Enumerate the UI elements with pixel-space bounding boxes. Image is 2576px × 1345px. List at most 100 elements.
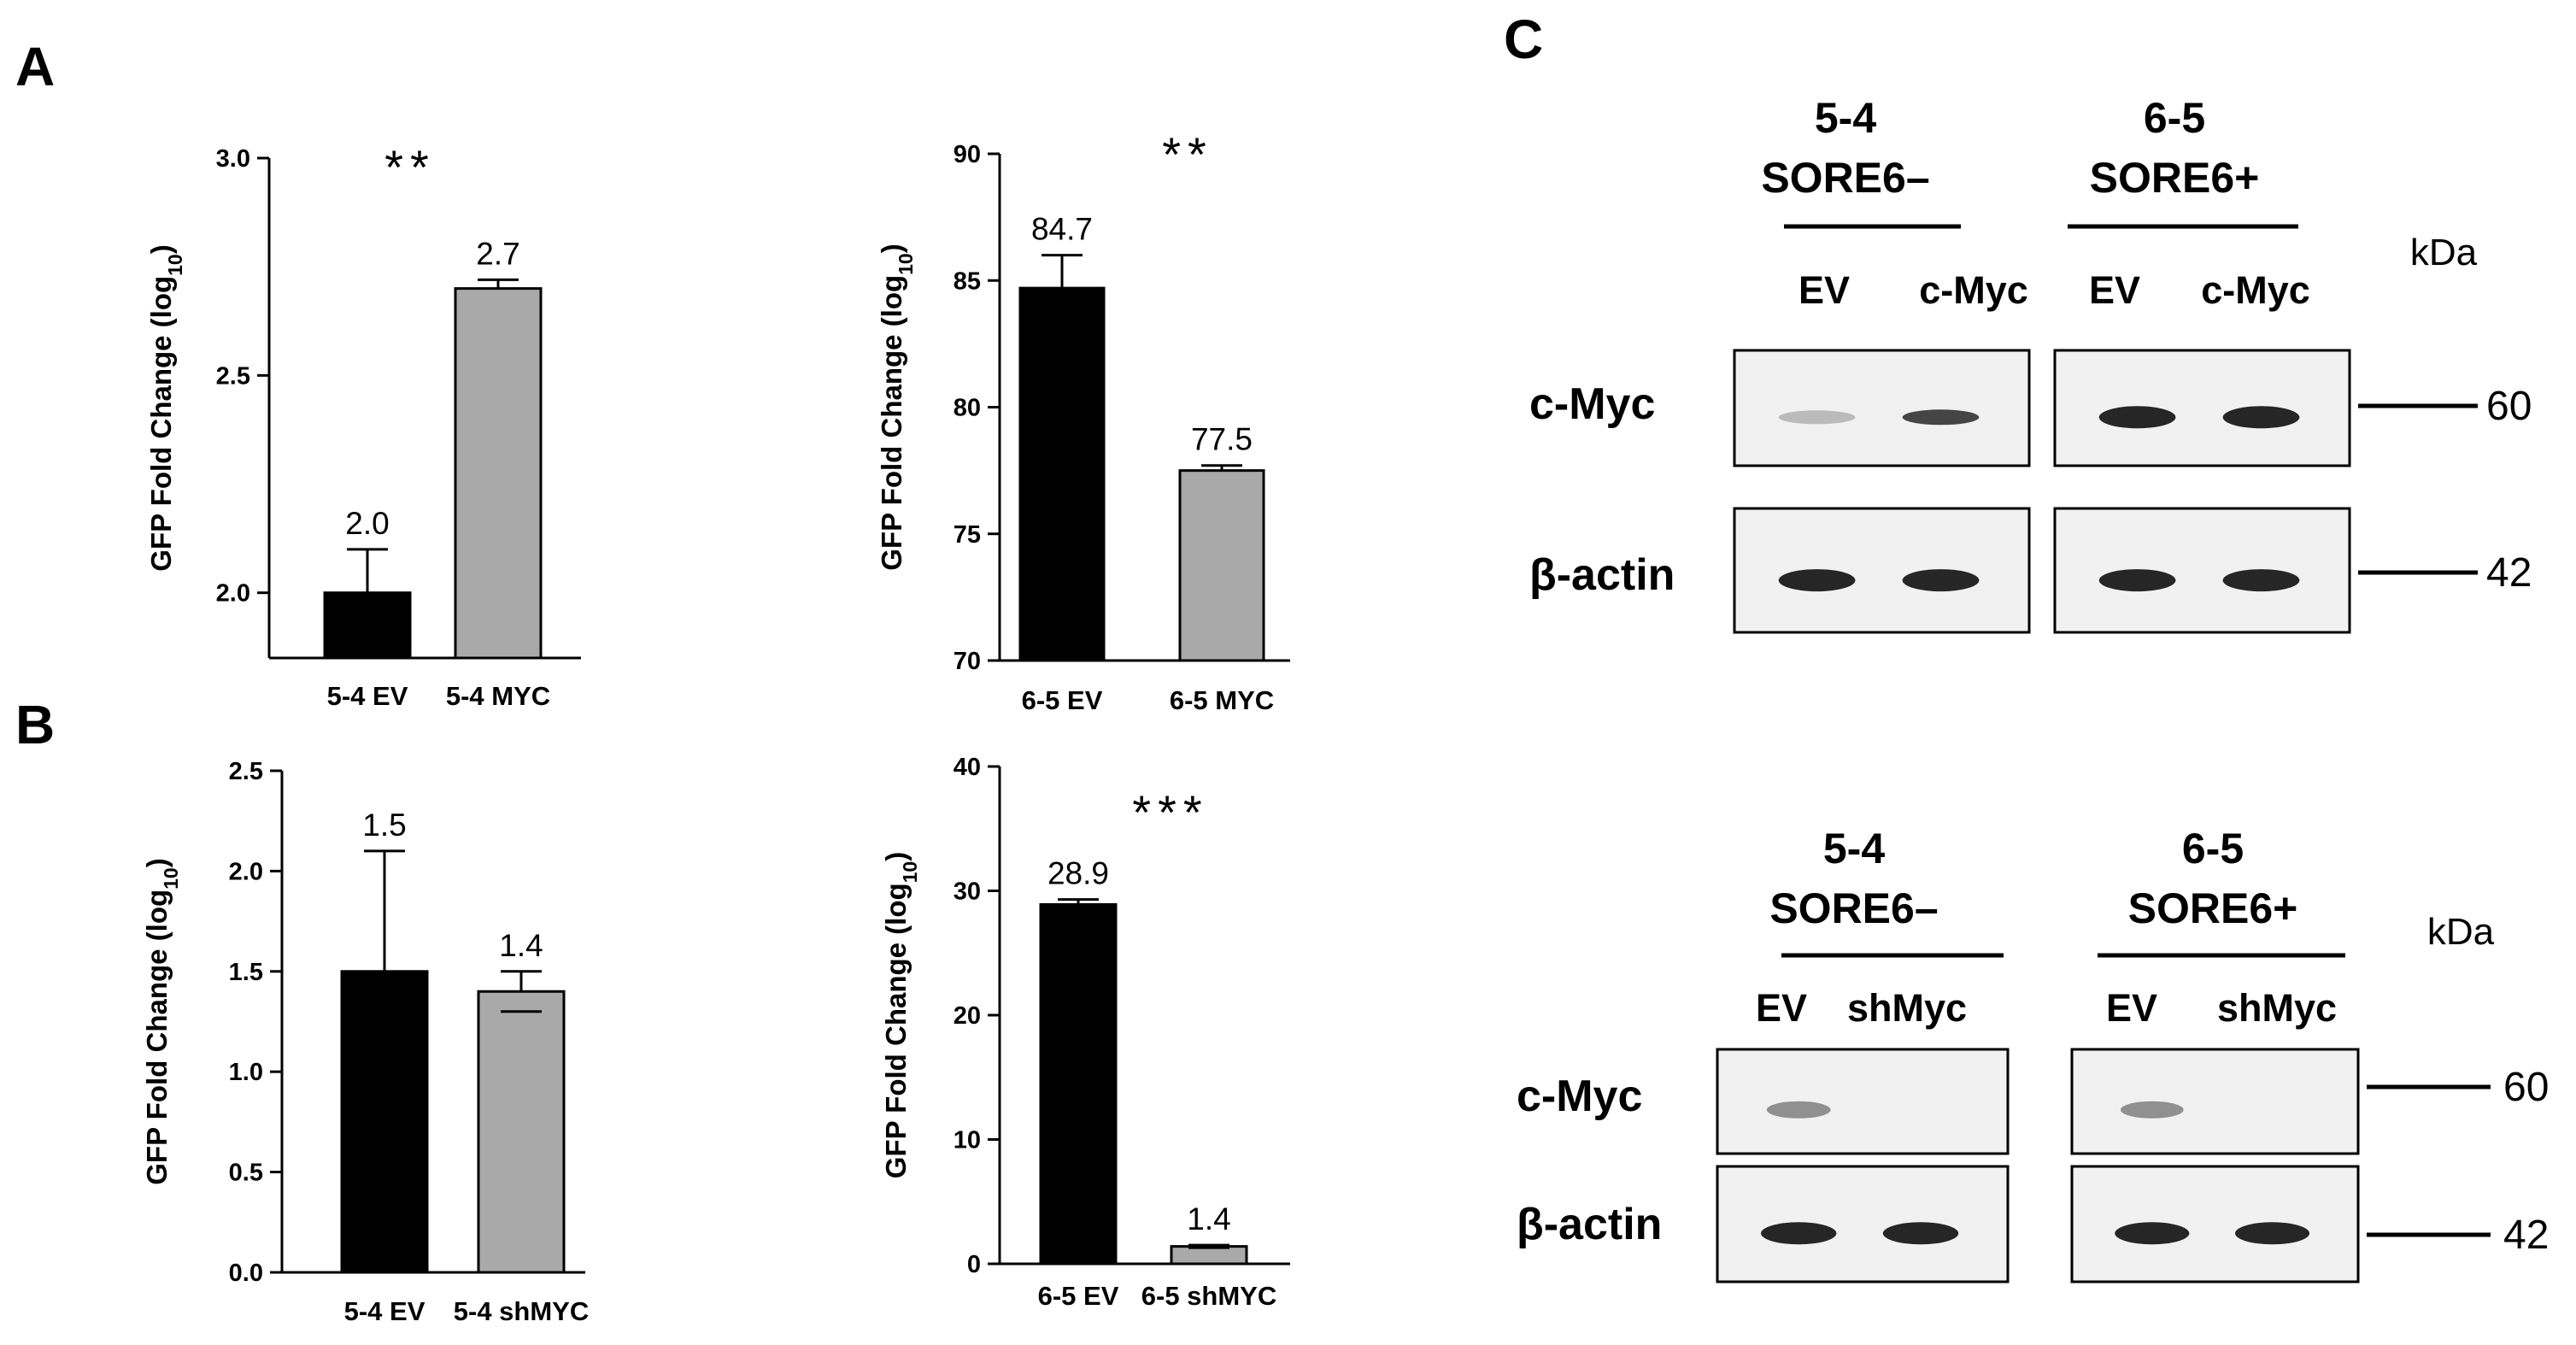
x-tick-label: 5-4 EV — [344, 1296, 425, 1326]
lane-label: c-Myc — [2201, 268, 2310, 312]
blot-membrane — [2070, 1165, 2360, 1283]
y-tick-label: 20 — [954, 1002, 981, 1030]
x-tick-label: 5-4 EV — [327, 681, 408, 711]
y-tick-label: 2.5 — [229, 758, 263, 785]
panel-label-c: C — [1504, 9, 1543, 70]
mw-marker-label: 60 — [2503, 1065, 2549, 1110]
blot-band — [1766, 1101, 1831, 1119]
blot-group-title: 5-4 — [1815, 94, 1876, 142]
blot-group-title: 6-5 — [2144, 94, 2205, 142]
blot-group-subtitle: SORE6+ — [2090, 154, 2260, 202]
y-tick-label: 2.0 — [229, 858, 263, 885]
data-label: 1.5 — [362, 808, 406, 843]
panel-label-b: B — [15, 694, 55, 755]
data-label: 84.7 — [1031, 212, 1093, 247]
blot-band — [1882, 1222, 1959, 1245]
y-tick-label: 85 — [954, 267, 981, 295]
y-tick-label: 90 — [954, 141, 981, 168]
bar-5-4-ev — [340, 970, 429, 1274]
blot-band — [1778, 569, 1856, 592]
data-label: 28.9 — [1047, 856, 1109, 891]
y-tick-label: 0.0 — [229, 1260, 263, 1287]
y-axis-label: GFP Fold Change (log10) — [880, 852, 921, 1178]
significance-marker: ** — [384, 140, 436, 194]
blot-top: 5-4 SORE6– EV c-Myc 6-5 SORE6+ EV c-Myc kDa c-Myc… — [1529, 94, 2532, 634]
data-label: 2.0 — [345, 506, 389, 541]
lane-label: EV — [1756, 986, 1807, 1030]
y-tick-label: 1.5 — [229, 959, 263, 986]
y-tick-label: 40 — [954, 754, 981, 781]
lane-label: EV — [2106, 986, 2157, 1030]
x-tick-label: 6-5 MYC — [1170, 685, 1274, 715]
blot-band — [2222, 569, 2300, 592]
blot-band — [2098, 569, 2176, 592]
y-tick-label: 3.0 — [216, 145, 250, 173]
blot-band — [1761, 1222, 1837, 1245]
x-tick-label: 6-5 EV — [1022, 685, 1103, 715]
y-tick-label: 2.0 — [216, 580, 250, 608]
blot-group-subtitle: SORE6– — [1769, 884, 1938, 932]
blot-group-subtitle: SORE6– — [1761, 154, 1929, 202]
blot-band — [1902, 569, 1980, 592]
blot-membrane — [2053, 507, 2351, 634]
y-tick-label: 0 — [967, 1251, 981, 1278]
chart-B-left: 0.0 0.5 1.0 1.5 2.0 2.5 GFP Fold Change (log10… — [141, 758, 589, 1326]
blot-membrane — [2053, 349, 2351, 467]
data-label: 1.4 — [1187, 1201, 1230, 1236]
data-label: 1.4 — [499, 928, 543, 963]
chart-A-right: 70 75 80 85 90 GFP Fold Change (log10) 84.7 6-5… — [876, 127, 1290, 715]
blot-band — [2222, 406, 2300, 429]
x-tick-label: 5-4 shMYC — [454, 1296, 589, 1326]
bar-6-5-shmyc — [1170, 1245, 1248, 1266]
mw-marker-label: 42 — [2503, 1213, 2549, 1258]
y-tick-label: 75 — [954, 521, 981, 549]
western-blots: 5-4 SORE6– EV c-Myc 6-5 SORE6+ EV c-Myc kDa c-Myc… — [1517, 94, 2549, 1283]
significance-marker: ** — [1162, 127, 1213, 181]
bar-5-4-ev — [323, 591, 412, 660]
blot-membrane — [1716, 1048, 2010, 1155]
blot-group-title: 6-5 — [2182, 825, 2244, 872]
mw-marker-label: 60 — [2486, 384, 2532, 429]
y-axis-label: GFP Fold Change (log10) — [141, 858, 182, 1184]
blot-membrane — [1716, 1165, 2010, 1283]
blot-bottom: 5-4 SORE6– EV shMyc 6-5 SORE6+ EV shMyc kDa c-Myc… — [1517, 825, 2549, 1283]
bar-6-5-ev — [1018, 286, 1106, 662]
y-tick-label: 1.0 — [229, 1059, 263, 1086]
x-tick-label: 6-5 EV — [1038, 1281, 1119, 1311]
y-tick-label: 80 — [954, 395, 981, 422]
y-tick-label: 70 — [954, 648, 981, 675]
bar-5-4-myc — [454, 287, 543, 660]
mw-marker-label: 42 — [2486, 550, 2532, 596]
blot-band — [1902, 409, 1980, 426]
bar-6-5-ev — [1039, 903, 1118, 1266]
blot-row-label: β-actin — [1517, 1200, 1662, 1249]
blot-membrane — [1733, 507, 2031, 634]
bar-5-4-shmyc — [477, 990, 566, 1274]
blot-membrane — [1733, 349, 2031, 467]
blot-band — [2115, 1222, 2190, 1245]
y-tick-label: 10 — [954, 1127, 981, 1154]
blot-band — [2120, 1101, 2184, 1119]
bar-6-5-myc — [1178, 469, 1265, 662]
x-tick-label: 5-4 MYC — [446, 681, 550, 711]
lane-label: EV — [2089, 268, 2140, 312]
y-axis-label: GFP Fold Change (log10) — [145, 244, 186, 571]
significance-marker: *** — [1132, 785, 1208, 839]
blot-row-label: c-Myc — [1529, 379, 1655, 429]
blot-band — [1778, 410, 1856, 425]
bar-charts: 2.0 2.5 3.0 GFP Fold Change (log10) 2.0 5-4 E… — [141, 127, 1290, 1326]
kda-label: kDa — [2410, 232, 2478, 273]
blot-group-title: 5-4 — [1823, 825, 1885, 872]
y-tick-label: 0.5 — [229, 1160, 263, 1187]
chart-B-right: 0 10 20 30 40 GFP Fold Change (log10) 28.9 6-5 … — [880, 754, 1290, 1311]
y-axis-label: GFP Fold Change (log10) — [876, 244, 917, 570]
lane-label: EV — [1799, 268, 1850, 312]
y-tick-label: 2.5 — [216, 362, 250, 390]
blot-row-label: c-Myc — [1517, 1072, 1642, 1121]
chart-A-left: 2.0 2.5 3.0 GFP Fold Change (log10) 2.0 5-4 E… — [145, 140, 581, 711]
lane-label: shMyc — [2217, 986, 2337, 1030]
lane-label: c-Myc — [1919, 268, 2028, 312]
panel-label-a: A — [15, 36, 55, 97]
kda-label: kDa — [2427, 911, 2495, 953]
